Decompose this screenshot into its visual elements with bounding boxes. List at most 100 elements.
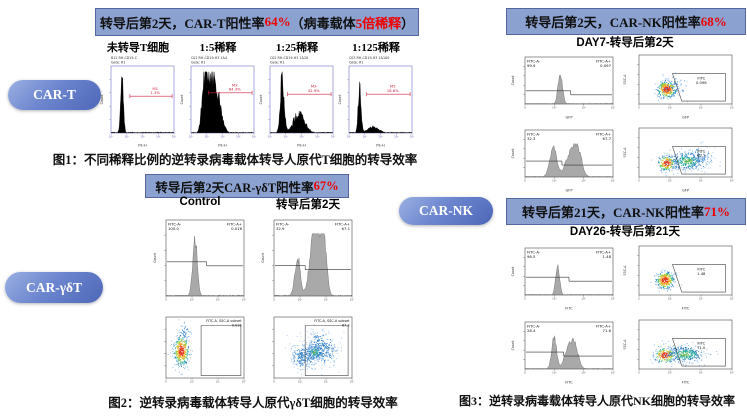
svg-text:1.48: 1.48 xyxy=(603,254,612,259)
svg-text:FITC: FITC xyxy=(697,77,705,81)
svg-text:10⁴: 10⁴ xyxy=(172,134,176,138)
svg-text:Gate: R1: Gate: R1 xyxy=(191,60,205,64)
svg-text:GFP: GFP xyxy=(682,116,690,120)
svg-text:FITC-A+: FITC-A+ xyxy=(596,59,611,64)
hist-nk-day26-transduced: FITC-A-28.4 FITC-A+71.6 0 10³ 10⁴ 10⁵ FITC Coun… xyxy=(511,321,615,385)
day26-subtitle: DAY26-转导后第21天 xyxy=(569,226,681,238)
svg-text:SSC-A: SSC-A xyxy=(623,147,627,158)
svg-text:C01 RH-CD19-H3 1&4: C01 RH-CD19-H3 1&4 xyxy=(191,56,227,60)
svg-text:10¹: 10¹ xyxy=(205,134,209,138)
svg-text:10⁵: 10⁵ xyxy=(611,105,615,109)
svg-text:10⁰: 10⁰ xyxy=(347,134,351,138)
hist-gdt-day2: FITC-A-32.9 FITC-A+67.1 0 10³ 10⁴ 10⁵ Count xyxy=(261,219,354,301)
svg-text:10⁴: 10⁴ xyxy=(581,105,585,109)
svg-text:PE-H: PE-H xyxy=(218,144,227,148)
svg-text:SSC-A: SSC-A xyxy=(623,265,627,276)
svg-text:FITC-A+: FITC-A+ xyxy=(596,132,611,137)
svg-text:0: 0 xyxy=(524,296,526,300)
svg-text:0: 0 xyxy=(165,297,167,301)
svg-text:10³: 10³ xyxy=(668,105,672,109)
fig1-title-dilution-red: 5倍稀释 xyxy=(355,15,402,31)
svg-text:10²: 10² xyxy=(140,134,144,138)
svg-text:10¹: 10¹ xyxy=(284,134,288,138)
svg-text:0: 0 xyxy=(273,297,275,301)
svg-text:FITC: FITC xyxy=(565,307,573,311)
svg-text:10⁴: 10⁴ xyxy=(324,379,328,383)
fig1-panel-label-1-125: 1:125稀释 xyxy=(352,42,400,54)
svg-text:10³: 10³ xyxy=(668,370,672,374)
svg-text:10³: 10³ xyxy=(552,296,556,300)
fig1-title-text3: ） xyxy=(401,15,415,31)
svg-text:SSC-A: SSC-A xyxy=(623,74,627,85)
svg-text:42.9%: 42.9% xyxy=(308,88,320,93)
svg-text:10⁰: 10⁰ xyxy=(189,134,193,138)
svg-text:M3: M3 xyxy=(311,84,317,89)
svg-text:0: 0 xyxy=(524,178,526,182)
svg-text:10⁴: 10⁴ xyxy=(324,297,328,301)
svg-text:10³: 10³ xyxy=(668,296,672,300)
hist-nk-day7-transduced: FITC-A-32.3 FITC-A+67.7 0 10³ 10⁴ 10⁵ GFP Count xyxy=(511,129,615,193)
svg-text:Count: Count xyxy=(153,252,157,262)
svg-text:0: 0 xyxy=(524,370,526,374)
car-gdt-pill: CAR-γδT xyxy=(5,272,103,303)
svg-text:1.48: 1.48 xyxy=(697,272,706,276)
fig3-day21-rate-red: 71% xyxy=(704,203,730,219)
svg-text:10⁰: 10⁰ xyxy=(268,134,272,138)
svg-text:10⁴: 10⁴ xyxy=(410,134,414,138)
svg-text:10⁴: 10⁴ xyxy=(581,296,585,300)
svg-text:SSC-A: SSC-A xyxy=(623,339,627,350)
svg-text:PE-H: PE-H xyxy=(138,144,147,148)
svg-text:Count: Count xyxy=(511,340,515,350)
svg-text:FITC: FITC xyxy=(565,381,573,385)
svg-text:FITC-A-: FITC-A- xyxy=(527,324,541,329)
svg-text:GFP: GFP xyxy=(565,116,573,120)
svg-text:FITC-A-: FITC-A- xyxy=(527,132,541,137)
fig3-day7-title-text: 转导后第2天，CAR-NK阳性率 xyxy=(525,15,701,30)
svg-text:10⁵: 10⁵ xyxy=(730,296,734,300)
svg-text:10³: 10³ xyxy=(236,134,240,138)
svg-text:64.3%: 64.3% xyxy=(229,87,241,92)
fig1-panel-label-untransduced: 未转导T细胞 xyxy=(106,42,170,54)
svg-text:0.096: 0.096 xyxy=(696,81,707,85)
svg-text:M3: M3 xyxy=(232,82,238,87)
svg-text:10²: 10² xyxy=(220,134,224,138)
svg-text:10⁴: 10⁴ xyxy=(699,105,703,109)
svg-text:B12 RH-CD19-C: B12 RH-CD19-C xyxy=(111,56,138,60)
svg-text:FITC-A+: FITC-A+ xyxy=(596,250,611,255)
fig3-day21-title-banner: 转导后第21天，CAR-NK阳性率 71% xyxy=(506,198,746,225)
svg-text:GFP: GFP xyxy=(565,189,573,193)
svg-text:10²: 10² xyxy=(378,134,382,138)
svg-text:18.6%: 18.6% xyxy=(387,88,399,93)
svg-text:71.6: 71.6 xyxy=(603,328,612,333)
svg-text:32.3: 32.3 xyxy=(527,136,536,141)
svg-text:10³: 10³ xyxy=(190,297,194,301)
svg-text:0: 0 xyxy=(638,105,640,109)
svg-text:10⁴: 10⁴ xyxy=(216,379,220,383)
fig2-title-banner: 转导后第2天CAR-γδT阳性率 67% xyxy=(145,174,349,198)
svg-text:10⁴: 10⁴ xyxy=(216,297,220,301)
svg-text:10⁴: 10⁴ xyxy=(699,370,703,374)
car-nk-pill: CAR-NK xyxy=(399,197,493,225)
svg-text:10⁴: 10⁴ xyxy=(252,134,256,138)
svg-text:10³: 10³ xyxy=(298,379,302,383)
svg-text:Count: Count xyxy=(511,266,515,276)
svg-text:0: 0 xyxy=(638,370,640,374)
svg-text:67.3: 67.3 xyxy=(342,324,350,328)
gdt-control-label: Control xyxy=(179,196,221,208)
hist-nk-day26-control: FITC-A-98.5 FITC-A+1.48 0 10³ 10⁴ 10⁵ FITC Coun… xyxy=(511,247,615,311)
svg-text:0.016: 0.016 xyxy=(232,324,242,328)
svg-text:FITC-A, SSC-A subset: FITC-A, SSC-A subset xyxy=(314,319,350,323)
svg-text:10⁴: 10⁴ xyxy=(581,370,585,374)
svg-text:10³: 10³ xyxy=(190,379,194,383)
svg-text:FITC-A-: FITC-A- xyxy=(527,250,541,255)
fig2-title-rate-red: 67% xyxy=(313,178,339,193)
svg-text:FITC-A+: FITC-A+ xyxy=(335,222,350,227)
svg-text:10³: 10³ xyxy=(668,178,672,182)
svg-text:100.0: 100.0 xyxy=(168,226,179,231)
svg-text:10³: 10³ xyxy=(315,134,319,138)
svg-text:0: 0 xyxy=(524,105,526,109)
